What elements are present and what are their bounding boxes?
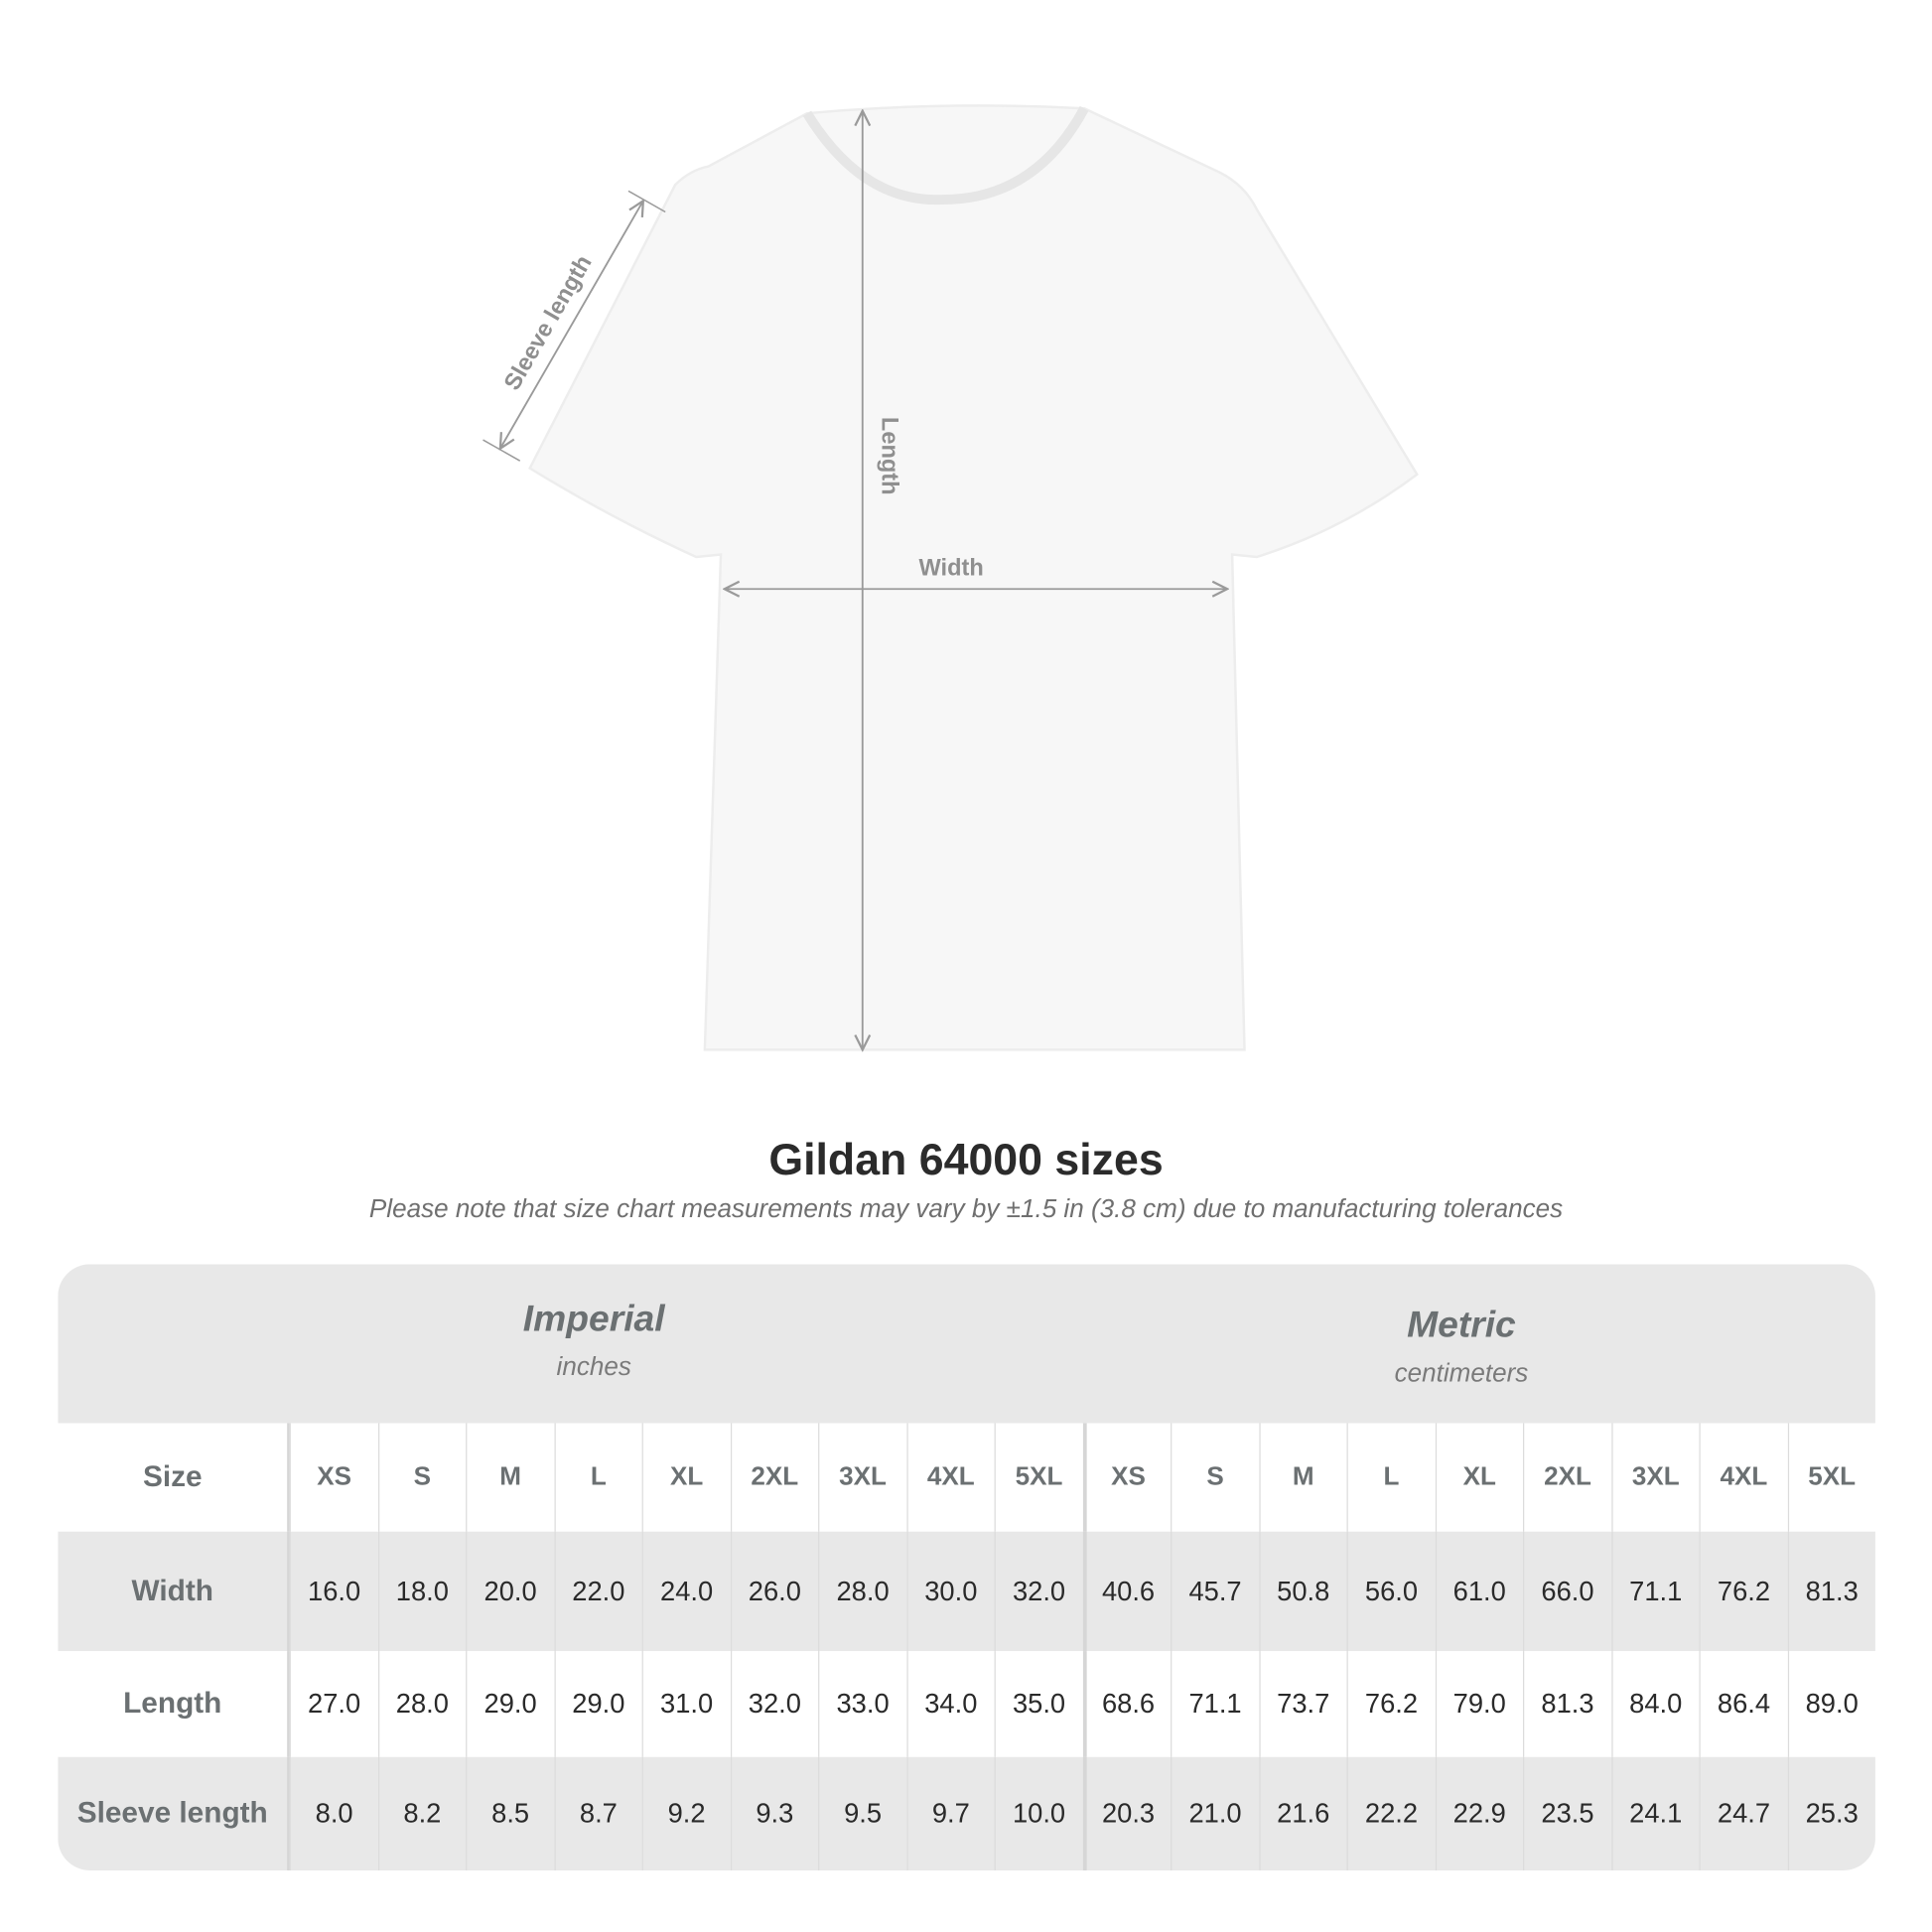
table-row: Sleeve length 8.0 8.2 8.5 8.7 9.2 9.3 9.5 9.7 10.… [58, 1756, 1875, 1870]
table-cell: 76.2 [1699, 1531, 1787, 1652]
table-row: Length 27.0 28.0 29.0 29.0 31.0 32.0 33.0 34.0 35… [58, 1651, 1875, 1757]
sleeve-arrow [500, 201, 643, 448]
imperial-title: Imperial [522, 1299, 665, 1340]
table-cell: 18.0 [377, 1531, 466, 1652]
table-cell: 40.6 [1082, 1531, 1171, 1652]
table-cell: 29.0 [553, 1651, 642, 1757]
table-cell: 8.2 [377, 1756, 466, 1870]
table-cell: 45.7 [1171, 1531, 1259, 1652]
table-cell: 23.5 [1522, 1756, 1611, 1870]
size-header-cell: M [466, 1423, 554, 1532]
table-cell: 22.2 [1346, 1756, 1436, 1870]
size-header-cell: M [1258, 1423, 1347, 1532]
chart-title: Gildan 64000 sizes [768, 1133, 1164, 1184]
table-cell: 24.7 [1699, 1756, 1787, 1870]
metric-title: Metric [1407, 1305, 1516, 1346]
table-cell: 33.0 [818, 1651, 906, 1757]
table-cell: 9.3 [730, 1756, 818, 1870]
table-cell: 66.0 [1522, 1531, 1611, 1652]
row-label: Sleeve length [58, 1756, 290, 1870]
table-cell: 9.5 [818, 1756, 906, 1870]
row-label: Length [58, 1651, 290, 1757]
size-header-cell: 3XL [818, 1423, 906, 1532]
table-cell: 8.7 [553, 1756, 642, 1870]
table-cell: 22.9 [1435, 1756, 1523, 1870]
size-header-cell: 2XL [1522, 1423, 1611, 1532]
table-cell: 32.0 [994, 1531, 1083, 1652]
size-header-cell: XS [289, 1423, 378, 1532]
size-header-cell: 4XL [905, 1423, 995, 1532]
row-label: Width [58, 1531, 290, 1652]
size-header-cell: L [553, 1423, 642, 1532]
size-header-cell: XL [641, 1423, 731, 1532]
table-cell: 20.0 [466, 1531, 554, 1652]
table-cell: 68.6 [1082, 1651, 1171, 1757]
size-header-cell: 4XL [1699, 1423, 1787, 1532]
table-cell: 10.0 [994, 1756, 1083, 1870]
length-label: Length [878, 417, 903, 495]
table-cell: 22.0 [553, 1531, 642, 1652]
metric-unit: centimeters [1394, 1358, 1529, 1388]
table-cell: 31.0 [641, 1651, 731, 1757]
table-cell: 25.3 [1787, 1756, 1875, 1870]
table-cell: 20.3 [1082, 1756, 1171, 1870]
table-cell: 30.0 [905, 1531, 995, 1652]
table-cell: 84.0 [1610, 1651, 1700, 1757]
table-cell: 29.0 [466, 1651, 554, 1757]
table-cell: 34.0 [905, 1651, 995, 1757]
metric-header: Metric centimeters [1215, 1305, 1708, 1388]
imperial-unit: inches [556, 1352, 631, 1382]
size-header-cell: L [1346, 1423, 1436, 1532]
size-header-cell: S [1171, 1423, 1259, 1532]
table-cell: 56.0 [1346, 1531, 1436, 1652]
table-cell: 8.0 [289, 1756, 378, 1870]
table-row: Width 16.0 18.0 20.0 22.0 24.0 26.0 28.0 30.0 32.… [58, 1531, 1875, 1652]
table-cell: 50.8 [1258, 1531, 1347, 1652]
table-cell: 27.0 [289, 1651, 378, 1757]
table-cell: 79.0 [1435, 1651, 1523, 1757]
table-cell: 26.0 [730, 1531, 818, 1652]
imperial-header: Imperial inches [347, 1299, 840, 1382]
size-header-cell: 5XL [1787, 1423, 1875, 1532]
tshirt-collar [802, 105, 1089, 206]
size-table: Imperial inches Metric centimeters Size X… [58, 1264, 1875, 1870]
table-cell: 89.0 [1787, 1651, 1875, 1757]
table-cell: 71.1 [1171, 1651, 1259, 1757]
table-cell: 73.7 [1258, 1651, 1347, 1757]
size-header-cell: 2XL [730, 1423, 818, 1532]
size-header-cell: XL [1435, 1423, 1523, 1532]
table-cell: 24.1 [1610, 1756, 1700, 1870]
table-cell: 24.0 [641, 1531, 731, 1652]
tshirt-shape [528, 104, 1419, 1051]
table-cell: 9.2 [641, 1756, 731, 1870]
table-cell: 8.5 [466, 1756, 554, 1870]
table-cell: 9.7 [905, 1756, 995, 1870]
table-cell: 81.3 [1787, 1531, 1875, 1652]
table-cell: 71.1 [1610, 1531, 1700, 1652]
size-header-cell: 5XL [994, 1423, 1083, 1532]
table-cell: 76.2 [1346, 1651, 1436, 1757]
size-header-cell: XS [1082, 1423, 1171, 1532]
table-cell: 35.0 [994, 1651, 1083, 1757]
table-cell: 28.0 [818, 1531, 906, 1652]
size-header-cell: 3XL [1610, 1423, 1700, 1532]
table-cell: 16.0 [289, 1531, 378, 1652]
table-cell: 86.4 [1699, 1651, 1787, 1757]
tolerance-note: Please note that size chart measurements… [368, 1194, 1564, 1224]
row-label: Size [58, 1423, 290, 1532]
table-cell: 21.6 [1258, 1756, 1347, 1870]
table-cell: 61.0 [1435, 1531, 1523, 1652]
table-cell: 32.0 [730, 1651, 818, 1757]
table-cell: 28.0 [377, 1651, 466, 1757]
tshirt-diagram: Length Width Sleeve length [483, 104, 1419, 1109]
unit-header: Imperial inches Metric centimeters [58, 1264, 1875, 1424]
size-header-row: Size XS S M L XL 2XL 3XL 4XL 5XL XS S M L XL 2XL 3XL 4XL 5… [58, 1423, 1875, 1532]
width-label: Width [918, 555, 983, 581]
table-cell: 81.3 [1522, 1651, 1611, 1757]
table-cell: 21.0 [1171, 1756, 1259, 1870]
size-header-cell: S [377, 1423, 466, 1532]
